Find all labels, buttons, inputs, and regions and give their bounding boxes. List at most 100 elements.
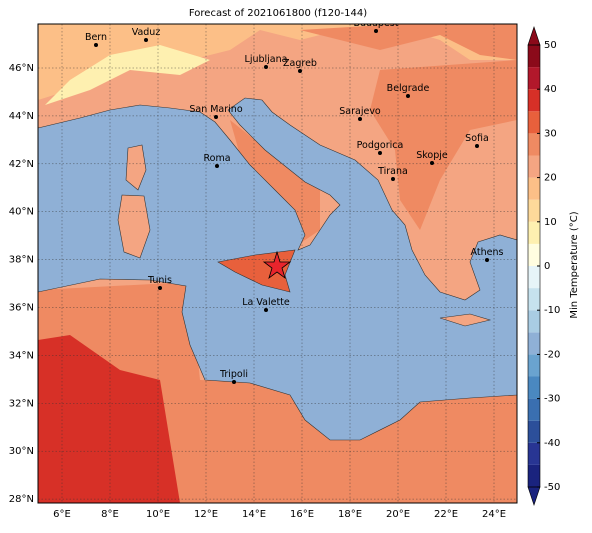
- lon-tick-label: 24°E: [482, 509, 506, 520]
- city-label: Sarajevo: [339, 106, 381, 117]
- title: Forecast of 2021061800 (f120-144): [189, 8, 367, 19]
- colorbar-swatch: [528, 177, 540, 200]
- lat-tick-label: 30°N: [9, 446, 34, 457]
- city-label: Vaduz: [132, 27, 161, 38]
- city-label: Bern: [85, 32, 107, 43]
- city-dot: [215, 164, 219, 168]
- lon-tick-label: 6°E: [53, 509, 71, 520]
- lon-tick-label: 8°E: [101, 509, 119, 520]
- city-label: Budapest: [354, 18, 399, 29]
- balkans-hot: [370, 60, 517, 230]
- city-dot: [374, 29, 378, 33]
- lon-tick-label: 14°E: [242, 509, 266, 520]
- colorbar-swatch: [528, 398, 540, 421]
- city-dot: [144, 38, 148, 42]
- lon-tick-label: 16°E: [290, 509, 314, 520]
- city-dot: [264, 308, 268, 312]
- city-label: Roma: [203, 153, 230, 164]
- colorbar-tick-label: 0: [544, 261, 550, 272]
- colorbar-tick-label: -30: [544, 394, 560, 405]
- colorbar-swatch: [528, 310, 540, 333]
- city-label: Podgorica: [357, 140, 404, 151]
- colorbar-tick-label: 40: [544, 84, 557, 95]
- colorbar-tick-label: 10: [544, 217, 557, 228]
- sahara: [38, 335, 180, 503]
- colorbar-swatch: [528, 111, 540, 134]
- land-north: [38, 24, 517, 100]
- land-hot: [300, 24, 517, 60]
- city-dot: [158, 286, 162, 290]
- lat-tick-label: 34°N: [9, 350, 34, 361]
- colorbar-swatch: [528, 354, 540, 377]
- city-dot: [391, 177, 395, 181]
- colorbar-swatch: [528, 376, 540, 399]
- map-frame: [37, 23, 518, 504]
- city-dot: [358, 117, 362, 121]
- city-label: San Marino: [189, 104, 242, 115]
- city-label: Tripoli: [219, 369, 248, 380]
- city-dot: [378, 151, 382, 155]
- colorbar-swatch: [528, 288, 540, 311]
- lon-tick-label: 10°E: [146, 509, 170, 520]
- colorbar-label: Min Temperature (°C): [569, 211, 580, 318]
- city-label: La Valette: [242, 297, 290, 308]
- colorbar-tick-label: -10: [544, 305, 560, 316]
- city-dot: [298, 69, 302, 73]
- colorbar-swatch: [528, 67, 540, 90]
- city-label: Athens: [471, 247, 504, 258]
- colorbar-swatch: [528, 89, 540, 112]
- lon-tick-label: 18°E: [338, 509, 362, 520]
- lon-tick-label: 22°E: [434, 509, 458, 520]
- colorbar-tick-label: 20: [544, 173, 557, 184]
- city-label: Sofia: [465, 133, 489, 144]
- colorbar-swatch: [528, 442, 540, 465]
- colorbar-swatch: [528, 420, 540, 443]
- city-dot: [214, 115, 218, 119]
- lat-tick-label: 44°N: [9, 111, 34, 122]
- colorbar-tick-label: 30: [544, 128, 557, 139]
- city-dot: [406, 94, 410, 98]
- city-dot: [264, 65, 268, 69]
- colorbar-swatch: [528, 221, 540, 244]
- lat-tick-label: 38°N: [9, 255, 34, 266]
- colorbar-swatch: [528, 155, 540, 178]
- colorbar-swatch: [528, 199, 540, 222]
- city-label: Ljubljana: [245, 54, 288, 65]
- colorbar-tick-label: 50: [544, 40, 557, 51]
- lat-tick-label: 28°N: [9, 494, 34, 505]
- city-label: Zagreb: [283, 58, 317, 69]
- city-label: Tirana: [377, 166, 408, 177]
- lat-tick-label: 32°N: [9, 398, 34, 409]
- colorbar-swatch: [528, 266, 540, 289]
- city-dot: [430, 161, 434, 165]
- city-label: Skopje: [416, 150, 448, 161]
- crete: [439, 313, 492, 327]
- colorbar-swatch: [528, 133, 540, 156]
- colorbar-swatch: [528, 464, 540, 487]
- lat-tick-label: 46°N: [9, 63, 34, 74]
- city-dot: [475, 144, 479, 148]
- colorbar-swatch: [528, 243, 540, 266]
- lon-tick-label: 20°E: [386, 509, 410, 520]
- location-star: [262, 250, 292, 280]
- lat-tick-label: 36°N: [9, 303, 34, 314]
- colorbar-tick-label: -50: [544, 482, 560, 493]
- colorbar-tick-label: -20: [544, 349, 560, 360]
- city-label: Tunis: [147, 275, 172, 286]
- lat-tick-label: 40°N: [9, 207, 34, 218]
- colorbar-extend: [527, 26, 541, 46]
- sardinia-corsica: [117, 144, 151, 259]
- lat-tick-label: 42°N: [9, 159, 34, 170]
- colorbar-extend: [527, 486, 541, 506]
- city-label: Belgrade: [387, 83, 430, 94]
- city-dot: [94, 43, 98, 47]
- colorbar: -50 -40 -30 -20 -10 0 10 20 30 40 50: [527, 26, 560, 506]
- colorbar-swatch: [528, 45, 540, 68]
- colorbar-swatch: [528, 332, 540, 355]
- city-dot: [232, 380, 236, 384]
- alps: [45, 45, 210, 105]
- city-dot: [485, 258, 489, 262]
- lon-tick-label: 12°E: [194, 509, 218, 520]
